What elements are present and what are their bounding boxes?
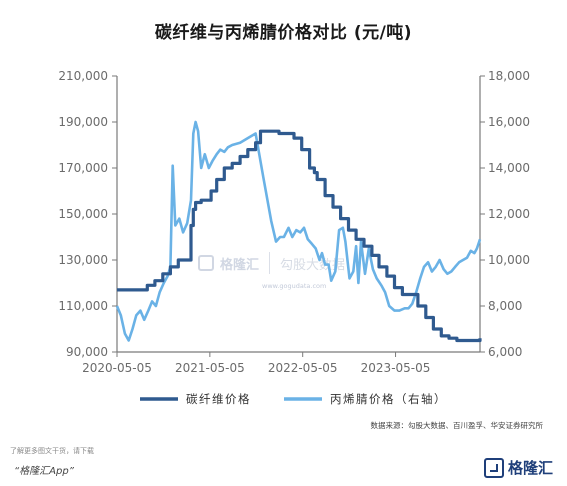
x-tick-label: 2021-05-05: [175, 361, 245, 375]
watermark-logo-icon: [198, 255, 214, 271]
watermark-url: www.gogudata.com: [262, 282, 327, 290]
legend-label: 碳纤维价格: [186, 392, 251, 406]
brand-logo-icon: [483, 457, 504, 478]
chart-title: 碳纤维与丙烯腈价格对比 (元/吨): [154, 23, 413, 43]
legend-label: 丙烯腈价格（右轴）: [330, 392, 447, 406]
y-left-tick-label: 110,000: [58, 299, 108, 313]
y-left-tick-label: 90,000: [66, 345, 108, 359]
x-tick-label: 2020-05-05: [82, 361, 152, 375]
y-left-tick-label: 210,000: [58, 69, 108, 83]
y-right-tick-label: 6,000: [488, 345, 522, 359]
y-left-tick-label: 150,000: [58, 207, 108, 221]
y-left-tick-label: 130,000: [58, 253, 108, 267]
x-tick-label: 2023-05-05: [361, 361, 431, 375]
footer-hint: 了解更多图文干货，请下载: [10, 447, 94, 455]
brand-logo: 格隆汇: [483, 457, 553, 478]
watermark-separator: [269, 252, 271, 274]
footer-app: “格隆汇App”: [14, 466, 74, 477]
watermark-text-1: 格隆汇: [220, 257, 260, 273]
y-left-tick-label: 170,000: [58, 161, 108, 175]
series-acrylonitrile-line: [115, 120, 482, 342]
x-tick-label: 2022-05-05: [268, 361, 338, 375]
y-right-tick-label: 10,000: [488, 253, 530, 267]
series-carbon-fiber-line: [117, 129, 482, 343]
y-right-tick-label: 18,000: [488, 69, 530, 83]
y-left-tick-label: 190,000: [58, 115, 108, 129]
y-right-tick-label: 12,000: [488, 207, 530, 221]
y-right-tick-label: 16,000: [488, 115, 530, 129]
brand-logo-text: 格隆汇: [507, 459, 553, 477]
y-right-tick-label: 14,000: [488, 161, 530, 175]
y-right-tick-label: 8,000: [488, 299, 522, 313]
data-source: 数据来源：勾股大数据、百川盈孚、华安证券研究所: [370, 421, 544, 430]
